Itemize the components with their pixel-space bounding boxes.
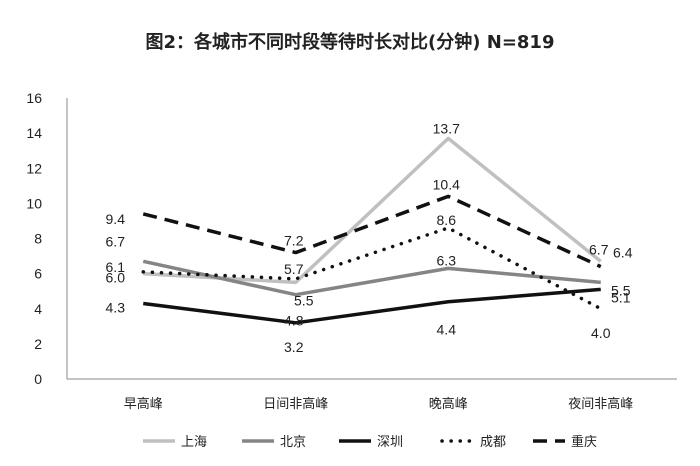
y-tick-label: 4 <box>34 301 42 317</box>
y-tick-label: 2 <box>34 336 42 352</box>
data-label: 4.3 <box>106 299 126 315</box>
legend-label: 重庆 <box>571 434 597 450</box>
series-line-1 <box>143 136 602 285</box>
x-category-label: 晚高峰 <box>429 396 468 412</box>
chart-title: 图2：各城市不同时段等待时长对比(分钟) N=819 <box>146 31 555 53</box>
data-label: 4.4 <box>437 322 457 338</box>
data-label: 13.7 <box>433 120 460 136</box>
series-line-4 <box>141 226 603 311</box>
data-labels: 6.0 5.5 13.7 6.7 6.7 4.8 6.3 5.5 4.3 3.2 4.4 5.1 6.1… <box>106 120 633 354</box>
y-ticks: 0 2 4 6 8 10 12 14 16 <box>26 90 42 387</box>
data-label: 5.5 <box>294 292 314 308</box>
data-label: 3.2 <box>284 339 304 355</box>
series-line-5 <box>142 194 602 269</box>
legend-label: 北京 <box>280 435 306 450</box>
data-label: 4.0 <box>591 325 611 341</box>
data-label: 6.7 <box>589 241 609 257</box>
legend-label: 深圳 <box>377 435 403 450</box>
data-label: 5.1 <box>611 289 631 305</box>
y-tick-label: 8 <box>34 231 42 247</box>
data-label: 5.5 <box>611 282 631 298</box>
x-categories: 早高峰 日间非高峰 晚高峰 夜间非高峰 <box>124 396 634 412</box>
data-label: 5.7 <box>284 261 304 277</box>
y-tick-label: 0 <box>34 371 42 387</box>
series-line-2 <box>142 259 601 297</box>
data-label: 10.4 <box>433 176 460 192</box>
legend-label: 成都 <box>480 435 506 450</box>
legend: 上海 北京 深圳 成都 重庆 <box>143 434 597 450</box>
data-label: 6.3 <box>437 252 457 268</box>
series-line-3 <box>143 287 601 325</box>
x-category-label: 夜间非高峰 <box>568 396 633 412</box>
data-label: 6.1 <box>106 259 126 275</box>
y-tick-label: 10 <box>26 195 42 211</box>
x-category-label: 日间非高峰 <box>263 396 328 412</box>
y-tick-label: 14 <box>26 125 42 141</box>
series-lines <box>141 136 603 325</box>
y-tick-label: 16 <box>26 90 42 106</box>
data-label: 6.4 <box>613 245 633 261</box>
legend-label: 上海 <box>181 435 207 450</box>
data-label: 7.2 <box>284 233 304 249</box>
y-tick-label: 12 <box>26 160 42 176</box>
data-label: 9.4 <box>106 211 126 227</box>
data-label: 6.7 <box>106 233 126 249</box>
data-label: 6.0 <box>106 270 126 286</box>
data-label: 4.8 <box>284 313 304 329</box>
x-category-label: 早高峰 <box>124 396 163 412</box>
data-label: 8.6 <box>437 212 457 228</box>
y-tick-label: 6 <box>34 266 42 282</box>
